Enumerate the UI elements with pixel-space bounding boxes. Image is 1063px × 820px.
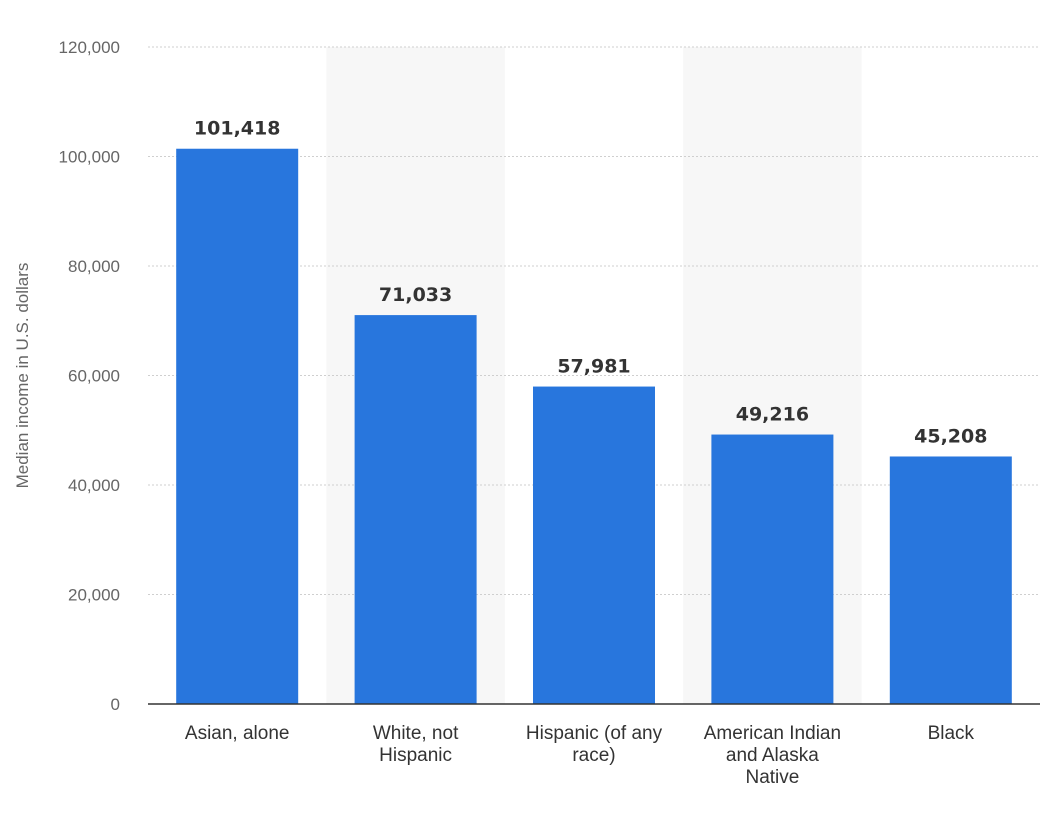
bars bbox=[176, 148, 1012, 704]
bar[interactable] bbox=[354, 315, 477, 704]
x-tick-label: Hispanic (of any race) bbox=[526, 723, 663, 766]
y-tick-label: 20,000 bbox=[68, 586, 120, 605]
y-tick-label: 120,000 bbox=[59, 38, 120, 57]
bar[interactable] bbox=[889, 456, 1012, 704]
y-tick-label: 80,000 bbox=[68, 257, 120, 276]
bar[interactable] bbox=[533, 386, 655, 704]
data-label: 101,418 bbox=[194, 118, 281, 140]
bar[interactable] bbox=[176, 148, 299, 704]
y-tick-label: 60,000 bbox=[68, 367, 120, 386]
data-label: 71,033 bbox=[379, 284, 452, 306]
x-axis-labels: Asian, alone White, not Hispanic Hispanic (… bbox=[185, 723, 975, 788]
data-label: 45,208 bbox=[914, 425, 987, 447]
x-tick-label: Black bbox=[928, 723, 975, 744]
y-tick-label: 100,000 bbox=[59, 148, 120, 167]
x-tick-label: White, not Hispanic bbox=[373, 723, 459, 766]
x-tick-label: Asian, alone bbox=[185, 723, 290, 744]
data-label: 57,981 bbox=[557, 356, 630, 378]
y-axis-title: Median income in U.S. dollars bbox=[13, 263, 32, 489]
y-tick-label: 0 bbox=[111, 695, 120, 714]
bar[interactable] bbox=[711, 434, 834, 704]
data-label: 49,216 bbox=[736, 404, 809, 426]
data-labels: 101,418 71,033 57,981 49,216 45,208 bbox=[194, 118, 988, 448]
y-tick-label: 40,000 bbox=[68, 476, 120, 495]
y-axis-ticks: 0 20,000 40,000 60,000 80,000 100,000 120,000 bbox=[59, 38, 120, 714]
x-tick-label: American Indian and Alaska Native bbox=[704, 723, 841, 788]
